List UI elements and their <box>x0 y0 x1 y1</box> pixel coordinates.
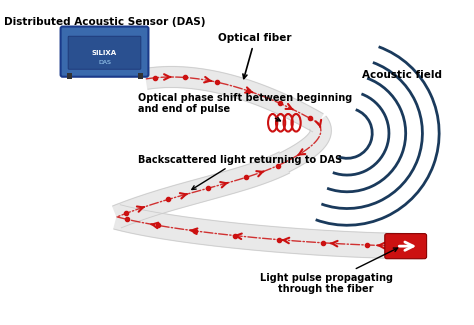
Polygon shape <box>280 116 331 172</box>
Text: Distributed Acoustic Sensor (DAS): Distributed Acoustic Sensor (DAS) <box>4 17 205 27</box>
Bar <box>138 72 143 79</box>
FancyBboxPatch shape <box>385 234 427 259</box>
Text: Optical phase shift between beginning
and end of pulse: Optical phase shift between beginning an… <box>138 93 352 121</box>
FancyBboxPatch shape <box>68 36 141 69</box>
Polygon shape <box>113 152 290 228</box>
FancyBboxPatch shape <box>61 27 148 77</box>
Text: Acoustic field: Acoustic field <box>362 70 441 80</box>
Text: Backscattered light returning to DAS: Backscattered light returning to DAS <box>138 154 342 189</box>
Text: Optical fiber: Optical fiber <box>219 33 292 79</box>
Text: Light pulse propagating
through the fiber: Light pulse propagating through the fibe… <box>260 248 398 294</box>
Text: DAS: DAS <box>98 60 111 65</box>
Text: SILIXA: SILIXA <box>92 50 117 56</box>
Bar <box>67 72 72 79</box>
Polygon shape <box>145 67 323 132</box>
Polygon shape <box>114 205 422 259</box>
